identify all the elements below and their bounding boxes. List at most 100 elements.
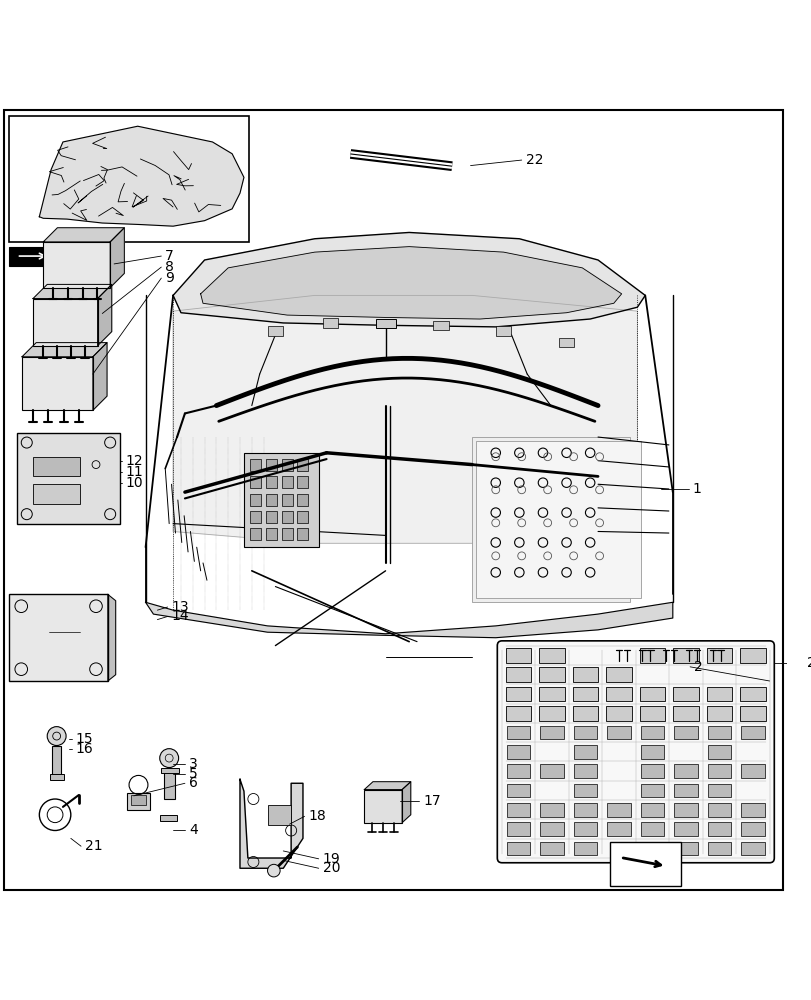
Polygon shape: [110, 228, 124, 288]
Bar: [639, 706, 664, 721]
Bar: [639, 648, 664, 663]
Bar: [506, 745, 530, 759]
Circle shape: [160, 749, 178, 768]
Text: 6: 6: [189, 776, 198, 790]
Text: 3: 3: [189, 757, 197, 771]
Bar: [606, 667, 631, 682]
Bar: [672, 706, 697, 721]
Polygon shape: [401, 782, 410, 823]
Circle shape: [47, 727, 66, 746]
Bar: [297, 494, 308, 506]
Bar: [573, 687, 598, 701]
Text: 14: 14: [171, 609, 189, 623]
Bar: [673, 726, 697, 739]
Bar: [506, 803, 530, 817]
Bar: [707, 745, 730, 759]
Bar: [43, 242, 110, 288]
Bar: [505, 667, 531, 682]
Bar: [10, 594, 108, 681]
Bar: [740, 822, 764, 836]
Bar: [573, 842, 597, 855]
Bar: [673, 842, 697, 855]
Bar: [740, 803, 764, 817]
Bar: [33, 299, 97, 346]
Bar: [540, 726, 563, 739]
Polygon shape: [92, 343, 107, 410]
Bar: [475, 441, 641, 598]
Bar: [540, 822, 563, 836]
Text: 9: 9: [165, 271, 174, 285]
Bar: [607, 803, 630, 817]
Bar: [707, 822, 730, 836]
Bar: [505, 648, 531, 663]
Bar: [573, 764, 597, 778]
Bar: [127, 793, 149, 810]
Bar: [640, 784, 663, 797]
Bar: [740, 706, 765, 721]
Bar: [740, 687, 765, 701]
Bar: [573, 667, 598, 682]
Text: 13: 13: [171, 600, 189, 614]
Bar: [281, 511, 292, 523]
Text: 12: 12: [126, 454, 144, 468]
Bar: [506, 784, 530, 797]
Bar: [607, 822, 630, 836]
Polygon shape: [22, 343, 107, 357]
Bar: [573, 745, 597, 759]
Text: 10: 10: [126, 476, 144, 490]
Bar: [609, 842, 680, 886]
Bar: [10, 116, 249, 242]
Bar: [266, 528, 277, 540]
Text: 2: 2: [806, 656, 811, 670]
Bar: [22, 357, 92, 410]
Bar: [573, 803, 597, 817]
Bar: [540, 764, 563, 778]
Polygon shape: [364, 782, 410, 790]
Text: 16: 16: [75, 742, 93, 756]
Bar: [266, 459, 277, 471]
Polygon shape: [97, 284, 112, 346]
Bar: [673, 764, 697, 778]
Bar: [607, 726, 630, 739]
Bar: [558, 338, 573, 347]
Polygon shape: [173, 232, 645, 327]
Bar: [33, 457, 80, 476]
Text: 4: 4: [189, 823, 197, 837]
Bar: [640, 842, 663, 855]
Bar: [539, 687, 564, 701]
Bar: [673, 784, 697, 797]
Bar: [281, 494, 292, 506]
Bar: [432, 321, 448, 330]
Polygon shape: [33, 284, 112, 299]
Bar: [707, 784, 730, 797]
Bar: [573, 784, 597, 797]
Bar: [506, 822, 530, 836]
Bar: [707, 726, 730, 739]
Bar: [52, 746, 62, 775]
Bar: [540, 842, 563, 855]
Text: 19: 19: [322, 852, 340, 866]
Bar: [506, 764, 530, 778]
Bar: [673, 822, 697, 836]
Bar: [640, 764, 663, 778]
Bar: [539, 706, 564, 721]
Bar: [250, 459, 261, 471]
Polygon shape: [39, 126, 243, 226]
Bar: [540, 803, 563, 817]
Bar: [250, 494, 261, 506]
Bar: [375, 319, 395, 328]
Polygon shape: [240, 779, 303, 868]
Bar: [266, 511, 277, 523]
Bar: [640, 745, 663, 759]
FancyBboxPatch shape: [496, 641, 774, 863]
Bar: [740, 648, 765, 663]
Bar: [267, 805, 291, 825]
Bar: [297, 511, 308, 523]
Text: 1: 1: [692, 482, 701, 496]
Text: 20: 20: [322, 861, 340, 875]
Bar: [706, 648, 732, 663]
Bar: [471, 437, 629, 602]
Bar: [131, 795, 146, 805]
Bar: [673, 803, 697, 817]
Bar: [49, 774, 63, 780]
